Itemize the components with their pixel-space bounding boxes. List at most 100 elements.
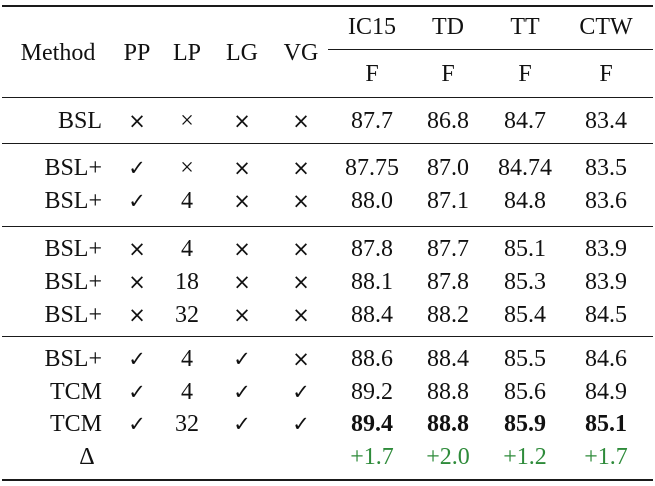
row-td-score: 88.2 (427, 302, 469, 328)
delta-tt: +1.2 (503, 444, 547, 470)
row-method: TCM (49, 411, 102, 437)
row-vg: × (292, 109, 310, 133)
row-td-score: 87.7 (427, 236, 469, 262)
row-pp: ✓ (128, 347, 146, 371)
header-metric-tt: F (518, 61, 532, 87)
row-vg: × (292, 237, 310, 261)
row-lp: 4 (181, 346, 193, 372)
row-lp: 32 (175, 302, 199, 328)
group-rule-2 (2, 226, 653, 227)
row-tt-score: 85.6 (504, 379, 546, 405)
header-mid-rule (328, 49, 653, 50)
row-ctw-score: 83.4 (585, 108, 627, 134)
top-rule (2, 5, 653, 7)
row-td-score: 87.8 (427, 269, 469, 295)
row-vg: × (292, 347, 310, 371)
row-method: BSL+ (44, 302, 102, 328)
delta-td: +2.0 (426, 444, 470, 470)
row-vg: × (292, 270, 310, 294)
row-lp: 4 (181, 379, 193, 405)
row-td-score: 88.8 (427, 379, 469, 405)
row-td-score: 86.8 (427, 108, 469, 134)
row-ic15-score: 87.7 (351, 108, 393, 134)
row-lp: × (180, 155, 194, 181)
row-method: BSL (57, 108, 102, 134)
row-method: BSL+ (44, 155, 102, 181)
row-method: BSL+ (44, 236, 102, 262)
row-ic15-score: 88.1 (351, 269, 393, 295)
row-method: BSL+ (44, 188, 102, 214)
row-ic15-score: 89.2 (351, 379, 393, 405)
row-pp: × (128, 109, 146, 133)
delta-ic15: +1.7 (350, 444, 394, 470)
row-ic15-score: 87.8 (351, 236, 393, 262)
delta-label: Δ (79, 444, 95, 470)
row-td-score: 87.1 (427, 188, 469, 214)
row-lg: × (233, 270, 251, 294)
row-lp: × (180, 108, 194, 134)
row-ic15-score: 88.6 (351, 346, 393, 372)
header-metric-ic15: F (365, 61, 379, 87)
row-td-score: 88.4 (427, 346, 469, 372)
row-lp: 32 (175, 411, 199, 437)
row-lp: 4 (181, 188, 193, 214)
row-ic15-score: 88.0 (351, 188, 393, 214)
row-tt-score: 84.8 (504, 188, 546, 214)
row-pp: ✓ (128, 189, 146, 213)
header-ctw: CTW (579, 14, 633, 40)
bottom-rule (2, 479, 653, 481)
row-pp: ✓ (128, 380, 146, 404)
row-lg: × (233, 109, 251, 133)
row-lg: × (233, 237, 251, 261)
row-pp: ✓ (128, 412, 146, 436)
header-metric-ctw: F (599, 61, 613, 87)
group-rule-1 (2, 143, 653, 144)
row-pp: × (128, 237, 146, 261)
row-vg: × (292, 189, 310, 213)
header-metric-td: F (441, 61, 455, 87)
group-rule-3 (2, 336, 653, 337)
row-ctw-score: 83.9 (585, 269, 627, 295)
row-vg: × (292, 156, 310, 180)
best-ic15-score: 89.4 (351, 411, 393, 437)
header-td: TD (432, 14, 464, 40)
row-ctw-score: 84.9 (585, 379, 627, 405)
header-bottom-rule (2, 97, 653, 98)
row-method: BSL+ (44, 269, 102, 295)
row-pp: × (128, 270, 146, 294)
row-tt-score: 85.3 (504, 269, 546, 295)
row-lg: ✓ (233, 380, 251, 404)
row-lp: 4 (181, 236, 193, 262)
row-ic15-score: 88.4 (351, 302, 393, 328)
row-tt-score: 84.74 (498, 155, 552, 181)
best-ctw-score: 85.1 (585, 411, 627, 437)
row-pp: ✓ (128, 156, 146, 180)
header-lp: LP (172, 40, 201, 66)
row-tt-score: 84.7 (504, 108, 546, 134)
row-tt-score: 85.1 (504, 236, 546, 262)
row-ctw-score: 84.6 (585, 346, 627, 372)
row-lg: ✓ (233, 412, 251, 436)
row-ctw-score: 83.9 (585, 236, 627, 262)
row-vg: × (292, 303, 310, 327)
header-tt: TT (510, 14, 540, 40)
row-lp: 18 (175, 269, 199, 295)
row-ctw-score: 83.6 (585, 188, 627, 214)
row-lg: ✓ (233, 347, 251, 371)
row-vg: ✓ (292, 380, 310, 404)
row-lg: × (233, 189, 251, 213)
delta-ctw: +1.7 (584, 444, 628, 470)
row-method: TCM (49, 379, 102, 405)
header-pp: PP (123, 40, 151, 66)
row-td-score: 87.0 (427, 155, 469, 181)
row-method: BSL+ (44, 346, 102, 372)
row-ctw-score: 83.5 (585, 155, 627, 181)
row-lg: × (233, 156, 251, 180)
row-tt-score: 85.5 (504, 346, 546, 372)
row-ic15-score: 87.75 (345, 155, 399, 181)
row-tt-score: 85.4 (504, 302, 546, 328)
header-ic15: IC15 (348, 14, 396, 40)
best-td-score: 88.8 (427, 411, 469, 437)
header-vg: VG (283, 40, 319, 66)
row-lg: × (233, 303, 251, 327)
